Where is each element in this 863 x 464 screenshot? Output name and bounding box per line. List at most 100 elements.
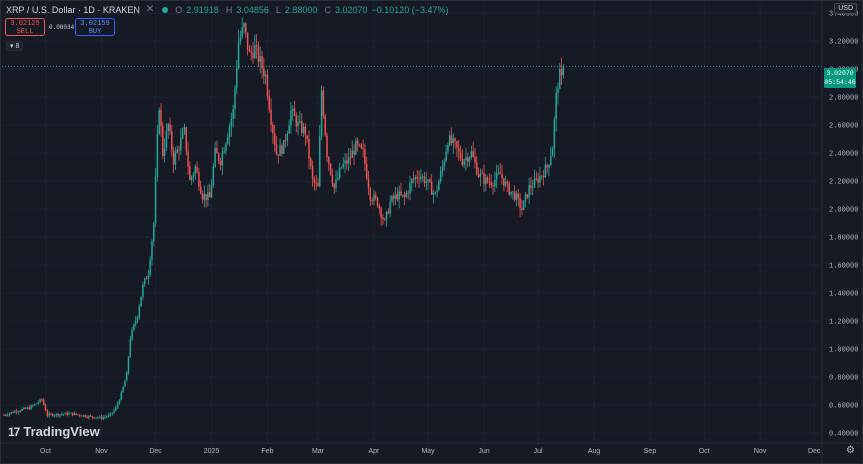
candle-body [102, 417, 104, 419]
candle-body [73, 413, 76, 415]
candle-body [452, 138, 455, 143]
candle-body [389, 201, 391, 214]
last-price-badge: 3.02070 05:54:46 [824, 68, 856, 88]
candle-body [506, 181, 509, 184]
candle-body [149, 259, 151, 276]
candle-body [530, 185, 532, 189]
currency-selector[interactable]: USD [834, 3, 857, 14]
candle-body [131, 329, 133, 340]
candle-body [178, 149, 180, 151]
candle-body [468, 157, 471, 162]
candle-body [104, 416, 106, 418]
y-axis: 0.40000 0.60000 0.80000 1.00000 1.20000 1.400… [821, 0, 858, 464]
candle-body [393, 196, 395, 199]
candle-body [28, 407, 31, 410]
buy-button[interactable]: 3.02159 BUY [75, 18, 115, 36]
candle-body [140, 296, 142, 307]
candle-body [557, 88, 559, 93]
candle-body [257, 45, 260, 62]
candle-body [116, 403, 119, 408]
countdown-value: 05:54:46 [824, 79, 856, 86]
candle-body [64, 412, 67, 415]
candle-body [66, 412, 68, 415]
candle-body [142, 284, 144, 297]
settings-icon[interactable]: ⚙ [846, 445, 855, 456]
candle-body [133, 324, 135, 330]
sell-button[interactable]: 3.02125 SELL [5, 18, 45, 36]
buy-price: 3.02159 [80, 20, 110, 28]
candle-body [398, 191, 400, 200]
candle-body [513, 191, 516, 200]
candle-body [60, 414, 63, 416]
tradingview-logo[interactable]: 17 TradingView [8, 424, 100, 439]
candle-body [347, 157, 350, 164]
candle-body [559, 69, 561, 89]
candle-body [320, 90, 323, 136]
x-tick-label: Feb [261, 448, 273, 455]
candle-body [414, 176, 417, 180]
x-axis: Oct Nov Dec 2025 Feb Mar Apr May Jun Jul Aug Sep Oct… [0, 442, 863, 455]
candle-body [228, 126, 231, 138]
candle-body [71, 412, 74, 415]
candle-body [337, 177, 339, 180]
candle-body [62, 414, 65, 415]
candle-body [109, 413, 112, 415]
candle-body [180, 138, 182, 151]
candle-body [68, 413, 70, 415]
candle-body [319, 135, 321, 187]
candle-body [221, 152, 224, 166]
candle-body [107, 414, 110, 417]
candle-body [216, 147, 218, 154]
candle-body [383, 219, 386, 221]
candle-body [6, 414, 9, 416]
candle-body [284, 140, 287, 142]
candle-body [540, 175, 543, 177]
candle-body [364, 149, 366, 165]
candle-body [360, 144, 363, 148]
candle-body [365, 164, 368, 179]
candle-body [246, 32, 249, 50]
candle-body [165, 130, 168, 148]
close-icon[interactable]: ✕ [145, 4, 155, 15]
indicators-toggle[interactable]: ▾ 8 [6, 41, 24, 51]
candle-body [272, 124, 274, 134]
candle-body [535, 178, 538, 180]
candle-body [264, 74, 267, 77]
candle-body [198, 172, 200, 187]
candle-body [84, 415, 86, 417]
candle-body [504, 181, 507, 186]
candle-body [181, 132, 184, 139]
candle-body [122, 386, 124, 393]
candle-body [95, 417, 97, 419]
candle-body [356, 140, 359, 145]
candle-body [494, 179, 496, 187]
low-value: 2.88000 [284, 4, 318, 15]
candle-body [75, 413, 77, 415]
candle-body [562, 66, 565, 76]
candle-body [329, 163, 332, 175]
symbol-title[interactable]: XRP / U.S. Dollar · 1D · KRAKEN [6, 4, 140, 15]
candle-body [315, 182, 317, 184]
candle-body [185, 127, 188, 152]
candle-body [371, 200, 373, 202]
candle-body [196, 166, 198, 173]
candle-body [488, 181, 491, 183]
candle-body [551, 148, 554, 157]
candle-body [528, 185, 530, 198]
candle-body [134, 320, 137, 325]
candle-body [21, 409, 23, 411]
candle-body [24, 407, 27, 409]
candle-body [169, 124, 171, 132]
candle-body [111, 412, 114, 414]
candle-body [430, 181, 433, 195]
candle-body [521, 208, 523, 210]
candle-body [199, 186, 202, 194]
candle-body [467, 157, 469, 162]
candle-body [30, 405, 32, 410]
candle-body [438, 181, 440, 191]
grid [2, 2, 822, 443]
candle-body [416, 176, 418, 179]
candle-body [425, 181, 428, 184]
candle-body [400, 191, 402, 195]
